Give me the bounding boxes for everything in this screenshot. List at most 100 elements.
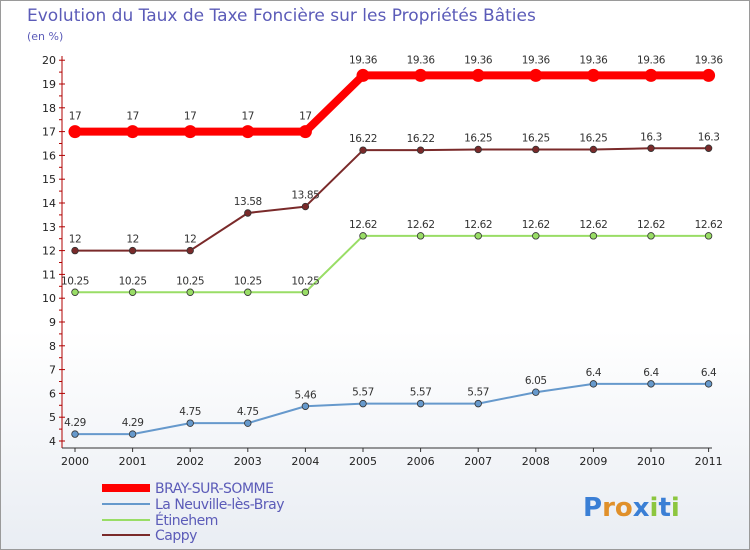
brand-letter: P bbox=[583, 493, 602, 523]
data-label: 10.25 bbox=[234, 275, 262, 287]
data-label: 12 bbox=[69, 234, 82, 246]
data-label: 19.36 bbox=[695, 54, 724, 66]
series-bray-sur-somme: 17 17 17 17 17 19.36 19.36 19.36 19.36 19.36 19.36… bbox=[68, 54, 724, 139]
data-point bbox=[474, 399, 482, 408]
x-tick-label: 2006 bbox=[407, 455, 435, 468]
data-point bbox=[474, 232, 482, 240]
data-point bbox=[644, 68, 658, 82]
data-point bbox=[529, 68, 543, 82]
data-point bbox=[128, 288, 137, 296]
data-label: 17 bbox=[184, 111, 197, 123]
data-label: 17 bbox=[69, 111, 82, 123]
series-line bbox=[74, 147, 710, 252]
x-tick-label: 2010 bbox=[637, 455, 665, 468]
series-line bbox=[71, 71, 713, 136]
data-label: 6.4 bbox=[586, 367, 602, 379]
x-tick-label: 2007 bbox=[464, 455, 492, 468]
y-tick-label: 16 bbox=[42, 149, 56, 162]
y-tick-label: 15 bbox=[42, 173, 56, 186]
data-label: 12 bbox=[126, 234, 139, 246]
series-la-neuville-l-s-bray: 4.29 4.29 4.75 4.75 5.46 5.57 5.57 5.57 6.05 6.4 6… bbox=[64, 367, 717, 438]
chart-title: Evolution du Taux de Taxe Foncière sur l… bbox=[27, 6, 536, 26]
data-point bbox=[474, 145, 482, 154]
data-label: 6.4 bbox=[701, 367, 717, 379]
y-tick-label: 14 bbox=[42, 197, 56, 210]
y-tick-label: 6 bbox=[49, 387, 56, 400]
y-tick-label: 4 bbox=[49, 435, 56, 448]
data-label: 4.29 bbox=[122, 417, 144, 429]
data-label: 16.25 bbox=[464, 132, 492, 144]
y-axis-unit: (en %) bbox=[27, 30, 63, 43]
data-label: 12.62 bbox=[579, 219, 607, 231]
series-cappy: 12 12 12 13.58 13.85 16.22 16.22 16.25 16.25 16.2… bbox=[69, 131, 720, 255]
data-point bbox=[359, 146, 367, 154]
x-tick-label: 2002 bbox=[176, 455, 204, 468]
data-label: 16.3 bbox=[640, 131, 662, 143]
brand-text: Proxiti bbox=[583, 493, 680, 523]
data-point bbox=[301, 402, 310, 410]
y-tick-label: 19 bbox=[42, 78, 56, 91]
legend-label: La Neuville-lès-Bray bbox=[155, 497, 284, 513]
data-point bbox=[704, 232, 713, 240]
data-point bbox=[359, 399, 367, 408]
data-point bbox=[359, 232, 367, 240]
data-label: 12.62 bbox=[695, 219, 723, 231]
x-tick-label: 2005 bbox=[349, 455, 377, 468]
data-label: 17 bbox=[242, 111, 255, 123]
data-point bbox=[68, 125, 82, 139]
data-label: 10.25 bbox=[291, 275, 319, 287]
y-tick-label: 13 bbox=[42, 221, 56, 234]
data-label: 5.57 bbox=[410, 387, 432, 399]
data-point bbox=[356, 68, 370, 82]
data-point bbox=[414, 68, 428, 82]
brand-letter: t bbox=[658, 493, 670, 523]
data-label: 12 bbox=[184, 234, 197, 246]
y-tick-label: 18 bbox=[42, 102, 56, 115]
axes: 4 5 6 7 8 9 10 11 12 13 14 15 16 17 18 19 20 2000 2001 2002… bbox=[42, 54, 723, 468]
data-point bbox=[71, 288, 79, 296]
data-point bbox=[298, 125, 312, 139]
data-point bbox=[71, 246, 79, 255]
y-tick-label: 20 bbox=[42, 54, 56, 67]
data-label: 10.25 bbox=[61, 275, 89, 287]
data-point bbox=[532, 145, 540, 154]
data-point bbox=[647, 232, 655, 240]
data-label: 19.36 bbox=[349, 54, 378, 66]
data-point bbox=[301, 202, 310, 211]
data-point bbox=[704, 144, 713, 152]
data-label: 12.62 bbox=[464, 219, 492, 231]
data-label: 6.4 bbox=[643, 367, 659, 379]
legend-label: Étinehem bbox=[155, 512, 218, 529]
data-label: 19.36 bbox=[579, 54, 608, 66]
data-point bbox=[416, 146, 425, 154]
y-tick-label: 10 bbox=[42, 292, 56, 305]
x-tick-label: 2003 bbox=[234, 455, 262, 468]
data-label: 16.22 bbox=[349, 133, 377, 145]
proxiti-logo: Proxiti bbox=[583, 493, 680, 523]
series-line bbox=[74, 234, 710, 294]
data-label: 16.25 bbox=[579, 132, 607, 144]
y-tick-label: 12 bbox=[42, 245, 56, 258]
series-line bbox=[74, 382, 710, 436]
data-point bbox=[244, 209, 252, 217]
data-label: 12.62 bbox=[407, 219, 435, 231]
data-label: 19.36 bbox=[407, 54, 436, 66]
data-label: 4.75 bbox=[179, 406, 201, 418]
data-point bbox=[244, 288, 252, 296]
data-label: 5.57 bbox=[352, 387, 374, 399]
x-tick-label: 2000 bbox=[61, 455, 89, 468]
data-point bbox=[128, 246, 137, 255]
data-label: 16.22 bbox=[407, 133, 435, 145]
data-point bbox=[589, 380, 598, 388]
data-point bbox=[471, 68, 485, 82]
data-label: 12.62 bbox=[637, 219, 665, 231]
y-tick-label: 9 bbox=[49, 316, 56, 329]
data-point bbox=[128, 430, 137, 438]
brand-letter: r bbox=[602, 493, 615, 523]
data-point bbox=[126, 125, 140, 139]
data-point bbox=[301, 288, 310, 296]
data-point bbox=[589, 232, 598, 240]
